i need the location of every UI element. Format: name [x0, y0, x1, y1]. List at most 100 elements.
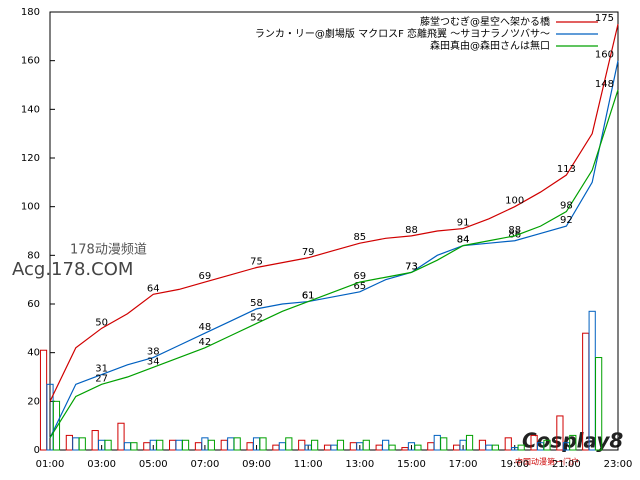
data-label: 50: [95, 317, 108, 328]
bar: [401, 447, 409, 451]
data-label: 58: [250, 298, 263, 309]
data-label: 69: [199, 271, 212, 282]
x-tick-label: 23:00: [604, 459, 633, 470]
bar: [298, 439, 306, 451]
x-tick-label: 07:00: [190, 459, 219, 470]
y-tick-label: 140: [21, 104, 40, 115]
bar: [504, 437, 512, 451]
data-label: 65: [353, 281, 366, 292]
data-label: 98: [560, 201, 573, 212]
bar: [330, 444, 338, 451]
bar: [543, 439, 551, 451]
data-label: 34: [147, 356, 160, 367]
data-label: 175: [595, 13, 614, 24]
x-tick-label: 03:00: [87, 459, 116, 470]
bar: [311, 439, 319, 451]
y-tick-label: 40: [27, 348, 40, 359]
bar: [72, 437, 80, 451]
bar: [130, 442, 138, 451]
legend-label: 藤堂つむぎ@星空へ架かる橋: [420, 15, 550, 28]
bar: [595, 357, 603, 451]
y-tick-label: 100: [21, 202, 40, 213]
bar: [465, 434, 474, 451]
data-label: 52: [250, 312, 263, 323]
legend-label: 森田真由@森田さんは無口: [430, 39, 550, 52]
bar: [246, 442, 254, 451]
bar: [349, 442, 357, 451]
bar: [194, 442, 203, 451]
bar: [485, 444, 493, 451]
y-tick-label: 60: [27, 299, 40, 310]
bar: [39, 349, 48, 451]
bar: [91, 430, 99, 451]
x-tick-label: 11:00: [294, 459, 323, 470]
y-tick-label: 20: [27, 396, 40, 407]
bar: [323, 444, 332, 451]
data-label: 64: [147, 283, 160, 294]
bar: [278, 442, 286, 451]
y-tick-label: 80: [27, 250, 40, 261]
data-label: 75: [250, 257, 263, 268]
data-label: 100: [505, 196, 524, 207]
bar: [440, 437, 448, 451]
data-label: 113: [557, 164, 576, 175]
data-label: 48: [199, 322, 212, 333]
bar: [52, 400, 61, 451]
bar: [65, 434, 73, 451]
bar: [336, 439, 345, 451]
bar: [556, 415, 564, 451]
x-tick-label: 15:00: [397, 459, 426, 470]
data-label: 84: [457, 235, 470, 246]
watermark: Cosplay8: [522, 429, 623, 453]
bar: [233, 437, 241, 451]
y-tick-label: 180: [21, 7, 40, 18]
bar: [169, 439, 177, 451]
x-tick-label: 19:00: [500, 459, 529, 470]
bar: [227, 437, 235, 451]
bar: [272, 444, 280, 451]
y-tick-label: 120: [21, 153, 40, 164]
bar: [414, 444, 422, 451]
data-label: 92: [560, 215, 573, 226]
data-label: 69: [353, 271, 366, 282]
bar: [517, 444, 525, 451]
bar: [156, 439, 164, 451]
watermark: 中国动漫第一门户: [515, 457, 579, 467]
series-line: [49, 89, 619, 439]
bar: [362, 439, 370, 451]
data-label: 61: [302, 291, 315, 302]
series-line: [49, 24, 619, 402]
data-label: 31: [95, 364, 108, 375]
x-tick-label: 09:00: [242, 459, 271, 470]
data-label: 148: [595, 79, 614, 90]
bar: [375, 444, 383, 451]
bar: [175, 439, 183, 451]
bar: [220, 439, 228, 451]
data-label: 88: [508, 225, 521, 236]
bar: [117, 422, 125, 451]
bar: [453, 444, 461, 451]
watermark: Acg.178.COM: [12, 259, 133, 280]
bar: [181, 439, 190, 451]
x-tick-label: 21:00: [552, 459, 581, 470]
data-label: 61: [302, 291, 315, 302]
data-label: 27: [95, 373, 108, 384]
watermark: 178动漫频道: [70, 243, 147, 258]
bar: [78, 437, 86, 451]
x-tick-label: 13:00: [345, 459, 374, 470]
y-tick-label: 0: [34, 445, 40, 456]
data-label: 73: [405, 261, 418, 272]
data-label: 160: [595, 50, 614, 61]
legend-label: ランカ・リー@劇場版 マクロスF 恋離飛翼 ～サヨナラノツバサ～: [255, 27, 550, 40]
bar: [478, 439, 487, 451]
bar: [433, 434, 441, 451]
data-label: 88: [405, 225, 418, 236]
bar: [207, 439, 215, 451]
data-label: 85: [353, 232, 366, 243]
bar: [259, 437, 267, 451]
data-label: 84: [457, 235, 470, 246]
data-label: 42: [199, 337, 212, 348]
bar: [388, 444, 396, 451]
bar: [143, 442, 151, 451]
